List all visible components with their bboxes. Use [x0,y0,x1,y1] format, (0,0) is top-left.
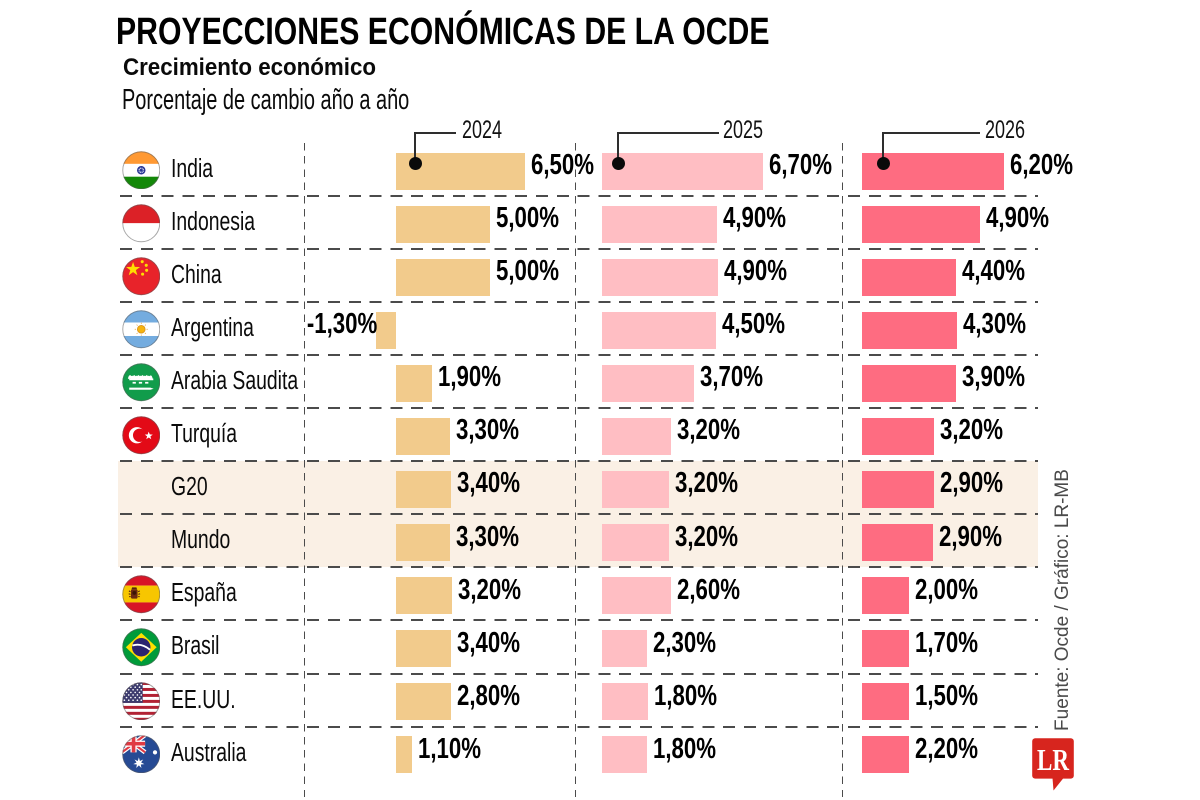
svg-text:LR: LR [1037,742,1069,777]
